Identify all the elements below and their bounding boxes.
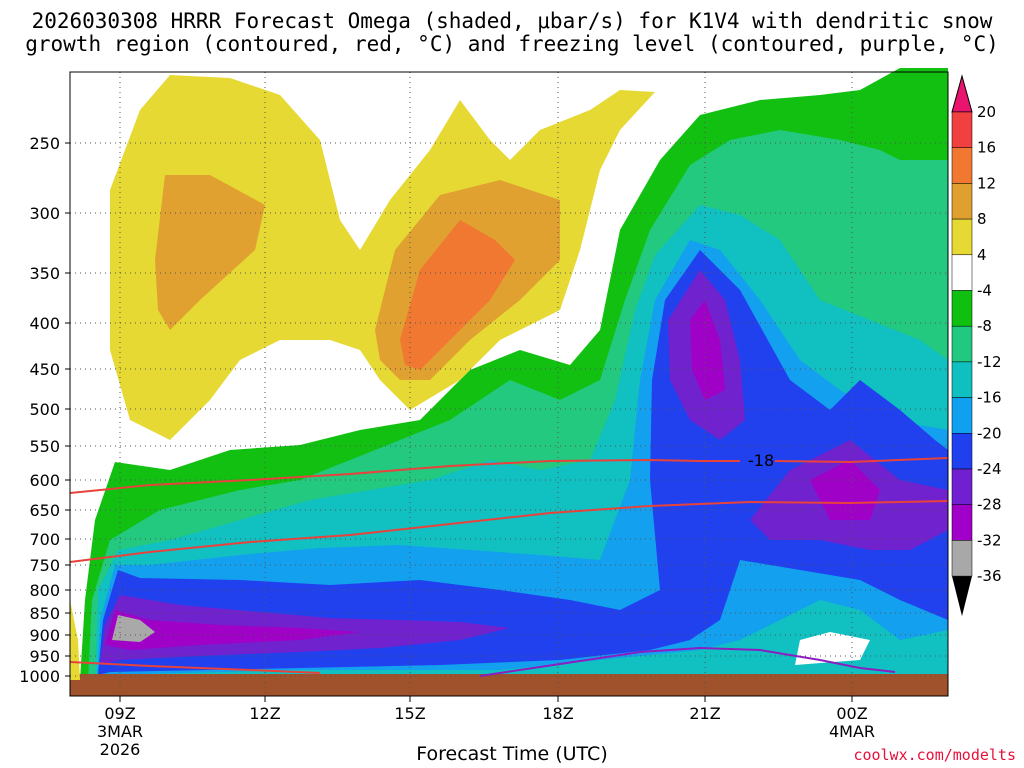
omega-region-yellow: [110, 75, 655, 440]
y-tick-label: 600: [29, 471, 60, 490]
colorbar-label: -4: [977, 282, 992, 300]
y-tick-label: 500: [29, 400, 60, 419]
colorbar-label: 12: [977, 174, 996, 192]
colorbar-label: -36: [977, 567, 1002, 585]
omega-region-gold: [155, 175, 265, 330]
isotherm-near-surface: [69, 661, 321, 674]
omega-region-magenta-upper: [690, 300, 725, 400]
x-tick-year: 2026: [100, 740, 141, 759]
x-axis-label: Forecast Time (UTC): [416, 743, 608, 765]
colorbar-segment: [951, 397, 973, 434]
colorbar-label: -8: [977, 317, 992, 335]
colorbar-label: -24: [977, 460, 1002, 478]
x-tick-label: 15Z: [394, 704, 425, 723]
omega-shading: [70, 68, 948, 696]
omega-region-orange: [400, 220, 515, 370]
y-tick-label: 650: [29, 501, 60, 520]
colorbar-segment: [951, 433, 973, 470]
isotherm-minus12: [69, 500, 949, 563]
y-tick-label: 950: [29, 647, 60, 666]
colorbar-label: 16: [977, 139, 996, 157]
ground: [70, 674, 948, 696]
colorbar-segment: [951, 290, 973, 327]
y-tick-label: 450: [29, 360, 60, 379]
y-tick-label: 800: [29, 581, 60, 600]
x-tick-label: 12Z: [249, 704, 280, 723]
chart-title-line2: growth region (contoured, red, °C) and f…: [25, 32, 999, 56]
colorbar-label: -32: [977, 531, 1002, 549]
y-tick-label: 900: [29, 626, 60, 645]
colorbar-segment: [951, 254, 973, 291]
colorbar-bottom-arrow: [952, 576, 972, 617]
colorbar-segment: [951, 325, 973, 363]
colorbar-label: 20: [977, 103, 996, 121]
y-tick-label: 300: [29, 204, 60, 223]
chart-title-line1: 2026030308 HRRR Forecast Omega (shaded, …: [31, 9, 993, 33]
y-tick-label: 700: [29, 530, 60, 549]
freezing-level: [479, 646, 896, 677]
y-tick-label: 250: [29, 134, 60, 153]
colorbar-label: -28: [977, 496, 1002, 514]
isotherm-minus18: [69, 457, 949, 494]
omega-region-magenta-right: [810, 460, 880, 520]
x-tick-label: 18Z: [542, 704, 573, 723]
x-axis: 09Z 3MAR 2026 12Z 15Z 18Z 21Z 00Z 4MAR: [97, 696, 875, 759]
credit-link[interactable]: coolwx.com/modelts: [853, 746, 1016, 764]
y-tick-label: 400: [29, 314, 60, 333]
grid: [70, 72, 948, 696]
y-axis: 250 300 350 400 450 500 550 600 650 700 …: [19, 134, 70, 686]
colorbar-segment: [951, 111, 973, 148]
omega-region-white-gap: [795, 632, 870, 665]
colorbar-label: 4: [977, 246, 987, 264]
y-tick-label: 1000: [19, 667, 60, 686]
colorbar: 20 16 12 8 4 -4 -8 -12 -16 -20 -24 -28 -32 -36: [951, 74, 1002, 617]
colorbar-segment: [951, 218, 973, 256]
plot-border: [69, 71, 949, 697]
colorbar-label: -16: [977, 389, 1002, 407]
y-tick-label: 850: [29, 604, 60, 623]
x-tick-date: 3MAR: [97, 722, 143, 741]
colorbar-segment: [951, 147, 973, 184]
colorbar-segment: [951, 183, 973, 220]
x-tick-label: 09Z: [104, 704, 135, 723]
colorbar-top-arrow: [951, 74, 973, 113]
freezing-level-line: [479, 646, 896, 677]
colorbar-segment: [951, 540, 973, 577]
dendritic-isotherms: [69, 457, 949, 674]
isotherm-label-minus18: -18: [748, 451, 774, 470]
colorbar-label: -20: [977, 424, 1002, 442]
y-tick-label: 350: [29, 264, 60, 283]
colorbar-segment: [951, 504, 973, 541]
colorbar-label: -12: [977, 353, 1002, 371]
y-tick-label: 550: [29, 437, 60, 456]
x-tick-date: 4MAR: [829, 722, 875, 741]
colorbar-segment: [951, 361, 973, 398]
colorbar-segment: [951, 468, 973, 505]
omega-region-magenta: [105, 610, 360, 650]
colorbar-label: 8: [977, 210, 987, 228]
omega-region-gray: [112, 615, 155, 642]
omega-region-white-lowerleft: [70, 600, 80, 680]
x-tick-label: 21Z: [689, 704, 720, 723]
x-tick-label: 00Z: [836, 704, 867, 723]
y-tick-label: 750: [29, 556, 60, 575]
